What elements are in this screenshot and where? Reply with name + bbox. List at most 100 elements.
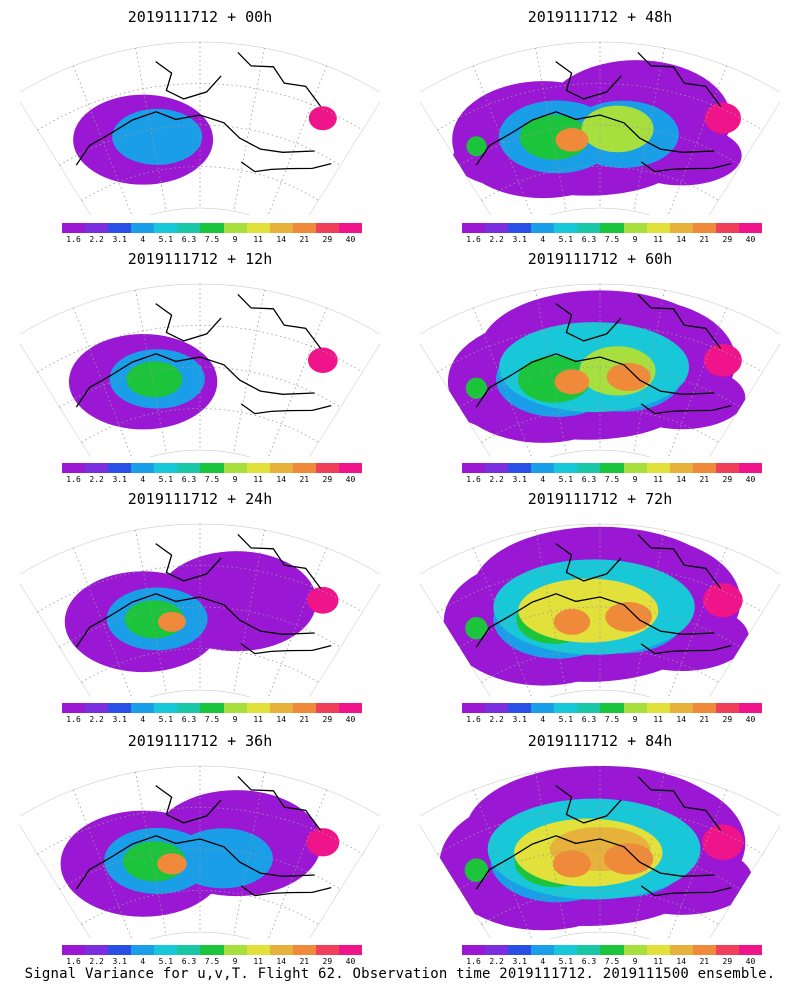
colorbar-swatch bbox=[269, 463, 293, 473]
variance-contour bbox=[308, 106, 337, 131]
colorbar-label: 14 bbox=[276, 715, 287, 724]
colorbar-swatch bbox=[177, 945, 201, 955]
colorbar-label: 40 bbox=[345, 235, 356, 244]
colorbar-swatch bbox=[669, 945, 693, 955]
colorbar-label: 9 bbox=[232, 957, 238, 966]
graticule bbox=[37, 42, 363, 215]
colorbar-swatch bbox=[108, 223, 132, 233]
map-00h bbox=[20, 41, 380, 215]
colorbar-label: 9 bbox=[632, 957, 638, 966]
colorbar: 1.6 2.2 3.1 4 5.1 6.3 7.5 9 11 14 21 29 40 bbox=[462, 945, 763, 967]
map-border bbox=[20, 283, 380, 457]
colorbar-swatch bbox=[531, 223, 555, 233]
variance-field bbox=[443, 526, 749, 686]
colorbar-label: 11 bbox=[253, 957, 263, 966]
colorbar-label: 7.5 bbox=[204, 715, 220, 724]
colorbar-swatch bbox=[338, 945, 363, 955]
colorbar-strip bbox=[462, 945, 763, 955]
colorbar-swatch bbox=[269, 223, 293, 233]
colorbar-swatch bbox=[223, 463, 247, 473]
colorbar-swatch bbox=[485, 703, 509, 713]
colorbar-label: 5.1 bbox=[558, 475, 574, 484]
colorbar-swatch bbox=[577, 945, 601, 955]
figure-caption: Signal Variance for u,v,T. Flight 62. Ob… bbox=[24, 966, 776, 982]
colorbar-label: 6.3 bbox=[181, 957, 197, 966]
colorbar-swatch bbox=[485, 223, 509, 233]
colorbar-label: 3.1 bbox=[512, 475, 527, 484]
variance-contour bbox=[702, 583, 743, 618]
colorbar-label: 14 bbox=[676, 715, 687, 724]
colorbar-label: 3.1 bbox=[512, 235, 527, 244]
colorbar-swatch bbox=[131, 223, 155, 233]
graticule bbox=[37, 524, 363, 697]
colorbar-label: 2.2 bbox=[489, 715, 504, 724]
variance-field bbox=[64, 551, 339, 673]
colorbar-label: 21 bbox=[699, 957, 710, 966]
colorbar-swatch bbox=[338, 463, 363, 473]
colorbar-swatch bbox=[154, 223, 178, 233]
colorbar-swatch bbox=[669, 463, 693, 473]
colorbar-label: 7.5 bbox=[604, 475, 620, 484]
colorbar: 1.6 2.2 3.1 4 5.1 6.3 7.5 9 11 14 21 29 40 bbox=[62, 463, 363, 485]
colorbar-swatch bbox=[292, 463, 316, 473]
colorbar-label: 29 bbox=[722, 235, 733, 244]
colorbar-label: 11 bbox=[653, 235, 663, 244]
variance-contour bbox=[703, 343, 742, 377]
colorbar-label: 4 bbox=[540, 957, 546, 966]
map-border bbox=[420, 41, 780, 215]
colorbar-label: 9 bbox=[632, 235, 638, 244]
variance-contour bbox=[553, 608, 591, 635]
colorbar-label: 3.1 bbox=[112, 235, 127, 244]
colorbar-swatch bbox=[292, 945, 316, 955]
colorbar-swatch bbox=[315, 945, 339, 955]
colorbar-swatch bbox=[531, 703, 555, 713]
colorbar-label: 6.3 bbox=[581, 475, 597, 484]
colorbar-swatch bbox=[554, 463, 578, 473]
graticule bbox=[37, 766, 363, 939]
variance-field bbox=[447, 290, 746, 443]
colorbar-label: 40 bbox=[345, 715, 356, 724]
map-border bbox=[20, 523, 380, 697]
colorbar-label: 29 bbox=[322, 715, 333, 724]
colorbar-label: 3.1 bbox=[512, 957, 527, 966]
colorbar-label: 4 bbox=[540, 475, 546, 484]
colorbar-label: 29 bbox=[322, 475, 333, 484]
colorbar-label: 1.6 bbox=[466, 715, 481, 724]
colorbar-label: 6.3 bbox=[581, 235, 597, 244]
colorbar-label: 2.2 bbox=[489, 957, 504, 966]
colorbar-label: 11 bbox=[653, 957, 663, 966]
colorbar-label: 2.2 bbox=[89, 475, 104, 484]
colorbar-label: 5.1 bbox=[558, 715, 574, 724]
colorbar-label: 21 bbox=[699, 475, 710, 484]
colorbar-label: 4 bbox=[140, 235, 146, 244]
colorbar-label: 21 bbox=[299, 715, 310, 724]
variance-contour bbox=[307, 586, 339, 614]
colorbar-label: 11 bbox=[253, 715, 263, 724]
variance-field bbox=[68, 333, 338, 430]
map-48h bbox=[420, 41, 780, 215]
colorbar-swatch bbox=[531, 463, 555, 473]
coastline bbox=[75, 775, 332, 897]
colorbar-swatch bbox=[108, 463, 132, 473]
panel-title: 2019111712 + 72h bbox=[527, 490, 673, 508]
colorbar-label: 29 bbox=[722, 715, 733, 724]
colorbar-swatch bbox=[292, 223, 316, 233]
colorbar-label: 21 bbox=[299, 957, 310, 966]
colorbar-label: 29 bbox=[722, 957, 733, 966]
map-border bbox=[420, 765, 780, 939]
colorbar-swatch bbox=[85, 463, 109, 473]
colorbar-label: 5.1 bbox=[158, 957, 174, 966]
colorbar-swatch bbox=[554, 703, 578, 713]
variance-field bbox=[60, 790, 340, 917]
variance-contour bbox=[126, 361, 183, 398]
colorbar-label: 6.3 bbox=[581, 957, 597, 966]
panel-title: 2019111712 + 36h bbox=[127, 732, 273, 750]
colorbar-swatch bbox=[692, 945, 716, 955]
colorbar-swatch bbox=[669, 223, 693, 233]
variance-contour bbox=[603, 843, 654, 875]
colorbar-label: 14 bbox=[676, 957, 687, 966]
colorbar-swatch bbox=[715, 463, 739, 473]
coastline bbox=[75, 293, 332, 415]
colorbar: 1.6 2.2 3.1 4 5.1 6.3 7.5 9 11 14 21 29 40 bbox=[462, 463, 763, 485]
